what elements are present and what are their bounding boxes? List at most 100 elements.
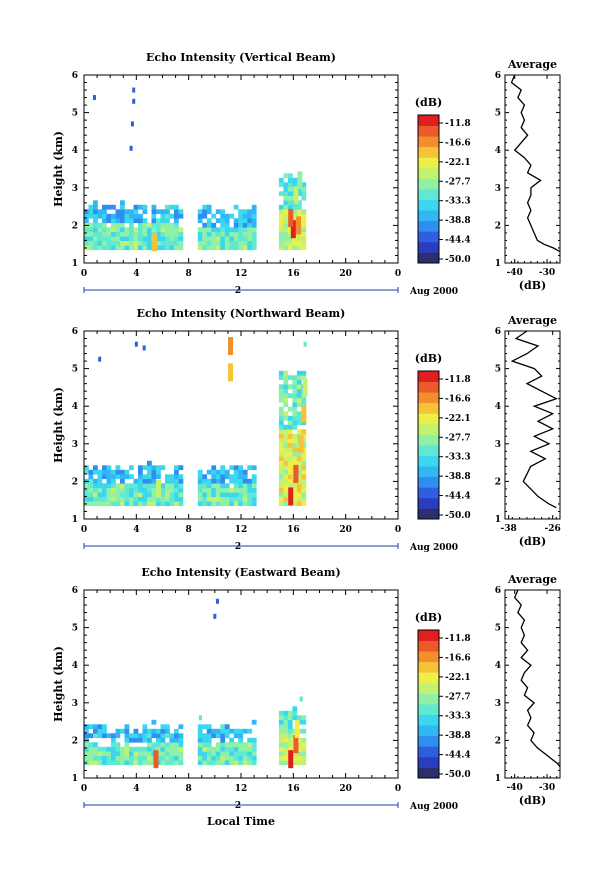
heat-cell [287,728,293,734]
heat-cell [138,760,143,766]
heat-cell [124,245,130,251]
heat-cell [88,760,94,766]
heat-cell [206,755,212,761]
heat-cell [283,402,289,408]
heat-cell [278,397,284,403]
heat-cell [93,218,98,224]
heat-cell [238,487,244,493]
x-tick-label: 4 [133,784,139,794]
heat-cell [283,236,289,242]
heat-cell [111,760,116,766]
heat-cell [124,213,130,219]
heat-cell [169,204,175,210]
heat-cell [283,746,289,752]
heat-cell [224,474,230,480]
heat-cell [301,433,307,439]
heat-cell [88,733,94,739]
heat-cell [169,492,175,498]
heat-cell [301,465,307,471]
heat-cell [229,478,235,484]
heat-cell [106,755,112,761]
heat-cell [142,496,148,502]
heat-cell [156,474,161,480]
heat-cell [224,760,230,766]
heat-cell [142,245,148,251]
heat-cell [138,222,143,228]
heat-cell [124,728,130,734]
heat-cell [169,496,175,502]
heat-cell [129,218,134,224]
average-profile-line [513,589,561,768]
heat-cell [211,465,217,471]
heat-cell [251,478,257,484]
heat-cell [178,236,184,242]
heat-cell [197,213,203,219]
heat-cell [97,760,103,766]
heat-cell [229,487,235,493]
colorbar-label: -22.1 [445,673,471,683]
heat-cell [247,231,253,237]
heat-cell [229,492,235,498]
heat-cell [283,496,289,502]
heat-cell [197,501,203,507]
colorbar-label: -16.6 [445,394,471,404]
heat-cell [106,465,112,471]
heat-cell [147,760,152,766]
heat-cell [292,406,298,412]
heat-cell [115,496,121,502]
heat-cell [292,388,298,394]
heat-cell [165,231,170,237]
avg-x-tick-label: -40 [507,783,523,793]
colorbar-segment [418,157,439,169]
heat-cell [215,474,221,480]
strong-echo-cell [156,479,162,498]
day-label: 2 [235,542,241,552]
heat-cell [292,182,298,188]
heat-cell [84,469,89,475]
heat-cell [197,218,203,224]
heat-cell [102,492,107,498]
strong-echo-cell [301,404,307,423]
y-tick-label: 2 [72,736,78,746]
heat-cell [93,751,98,757]
heat-cell [224,724,230,730]
heat-cell [202,755,208,761]
heat-cell [301,397,307,403]
heat-cell [111,737,116,743]
heat-cell [206,240,212,246]
heat-cell [142,746,148,752]
heat-cell [111,474,116,480]
heat-cell [120,218,125,224]
heat-cell [247,227,253,233]
heat-cell [120,760,125,766]
heat-cell [88,478,94,484]
heat-cell [287,186,293,192]
heat-cell [211,236,217,242]
heat-cell [102,245,107,251]
heat-cell [296,420,302,426]
heat-cell [296,715,302,721]
heat-cell [220,222,226,228]
heat-cell [174,487,179,493]
heat-cell [88,245,94,251]
heat-cell [202,496,208,502]
heat-cell [296,478,302,484]
heat-cell [292,501,298,507]
heat-cell [93,222,98,228]
heat-cell [220,469,226,475]
colorbar-segment [418,189,439,200]
x-tick-label: 20 [339,269,352,279]
colorbar-frame [417,114,440,264]
heat-cell [247,213,253,219]
heat-cell [220,465,226,471]
heat-cell [292,236,298,242]
heat-cell [147,245,152,251]
heat-cell [197,760,203,766]
heat-cell [283,456,289,462]
heat-cell [283,451,289,457]
heat-cell [124,742,130,748]
heat-cell [178,733,184,739]
heat-cell [151,746,157,752]
heat-cell [211,487,217,493]
heat-cell [238,501,244,507]
